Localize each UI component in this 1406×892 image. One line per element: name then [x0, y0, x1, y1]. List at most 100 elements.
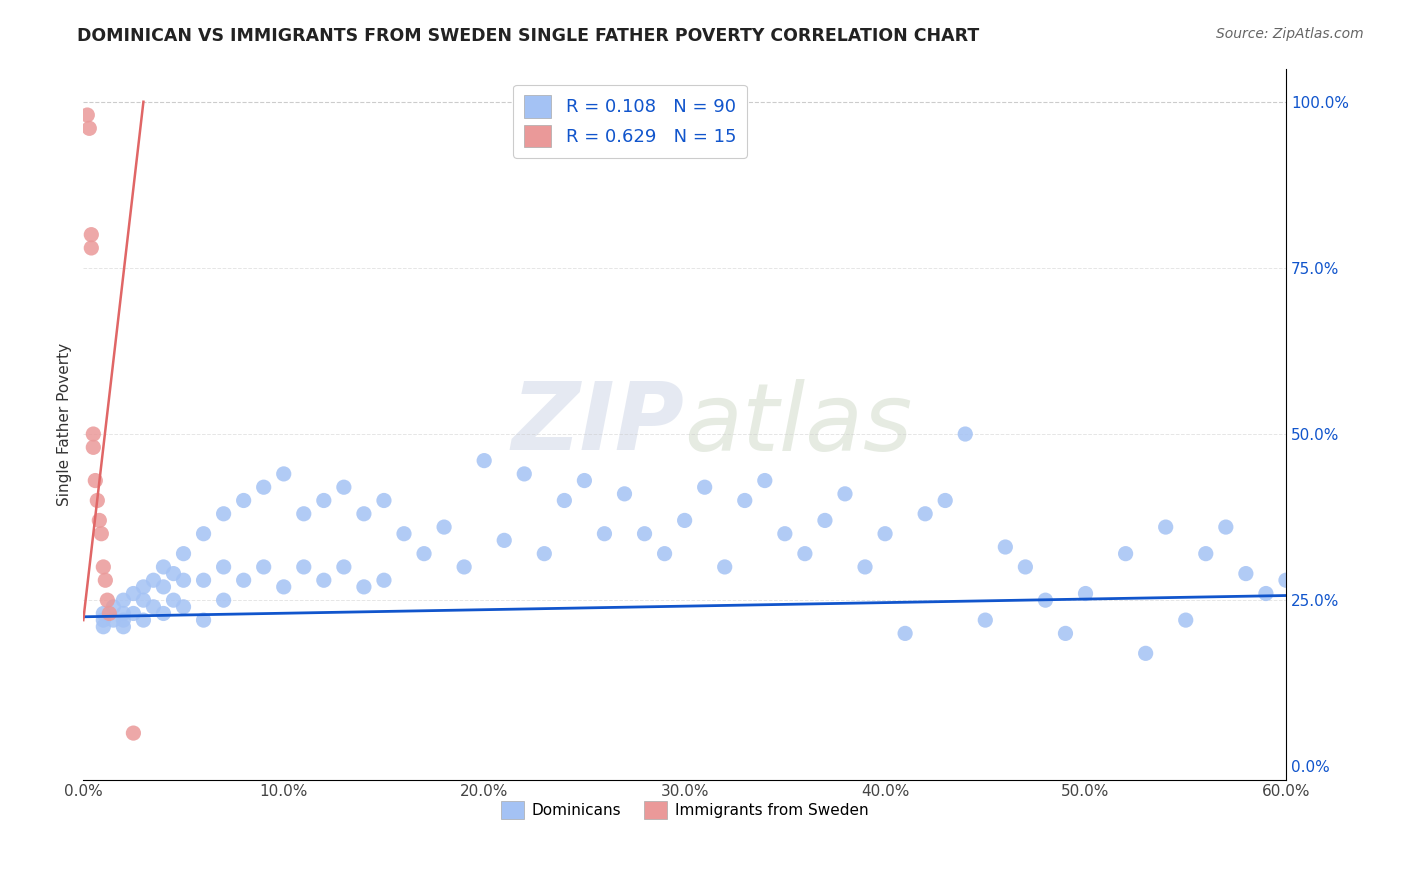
Point	[955, 427, 977, 442]
Point	[1054, 626, 1077, 640]
Point	[90, 526, 112, 541]
Point	[994, 540, 1017, 554]
Text: ZIP: ZIP	[512, 378, 685, 470]
Point	[974, 613, 997, 627]
Point	[773, 526, 796, 541]
Point	[593, 526, 616, 541]
Point	[212, 560, 235, 574]
Legend: Dominicans, Immigrants from Sweden: Dominicans, Immigrants from Sweden	[495, 795, 875, 825]
Point	[132, 580, 155, 594]
Point	[103, 599, 125, 614]
Point	[162, 566, 184, 581]
Point	[1014, 560, 1036, 574]
Point	[292, 560, 315, 574]
Point	[1174, 613, 1197, 627]
Point	[1074, 586, 1097, 600]
Point	[312, 493, 335, 508]
Point	[173, 573, 195, 587]
Point	[333, 480, 356, 494]
Point	[112, 607, 135, 621]
Point	[193, 526, 215, 541]
Text: atlas: atlas	[685, 378, 912, 469]
Point	[453, 560, 475, 574]
Point	[82, 440, 104, 454]
Point	[152, 607, 174, 621]
Point	[1254, 586, 1277, 600]
Point	[793, 547, 815, 561]
Point	[433, 520, 456, 534]
Point	[193, 613, 215, 627]
Point	[814, 513, 837, 527]
Point	[1115, 547, 1137, 561]
Text: Source: ZipAtlas.com: Source: ZipAtlas.com	[1216, 27, 1364, 41]
Point	[80, 241, 103, 255]
Point	[292, 507, 315, 521]
Point	[82, 427, 104, 442]
Point	[373, 573, 395, 587]
Point	[132, 613, 155, 627]
Point	[312, 573, 335, 587]
Point	[122, 607, 145, 621]
Point	[91, 613, 114, 627]
Point	[553, 493, 575, 508]
Point	[122, 726, 145, 740]
Point	[94, 573, 117, 587]
Point	[754, 474, 776, 488]
Point	[513, 467, 536, 481]
Point	[232, 493, 254, 508]
Point	[1035, 593, 1057, 607]
Point	[152, 580, 174, 594]
Point	[1215, 520, 1237, 534]
Point	[232, 573, 254, 587]
Point	[152, 560, 174, 574]
Point	[693, 480, 716, 494]
Point	[353, 580, 375, 594]
Point	[212, 593, 235, 607]
Point	[413, 547, 436, 561]
Point	[103, 613, 125, 627]
Point	[273, 467, 295, 481]
Point	[894, 626, 917, 640]
Point	[613, 487, 636, 501]
Point	[112, 593, 135, 607]
Point	[853, 560, 876, 574]
Point	[173, 547, 195, 561]
Point	[392, 526, 415, 541]
Point	[734, 493, 756, 508]
Point	[112, 620, 135, 634]
Point	[533, 547, 555, 561]
Point	[98, 607, 121, 621]
Point	[1135, 646, 1157, 660]
Point	[1195, 547, 1218, 561]
Point	[86, 493, 108, 508]
Point	[253, 480, 276, 494]
Point	[834, 487, 856, 501]
Point	[112, 613, 135, 627]
Point	[80, 227, 103, 242]
Point	[91, 607, 114, 621]
Point	[873, 526, 896, 541]
Point	[472, 453, 495, 467]
Point	[914, 507, 936, 521]
Text: DOMINICAN VS IMMIGRANTS FROM SWEDEN SINGLE FATHER POVERTY CORRELATION CHART: DOMINICAN VS IMMIGRANTS FROM SWEDEN SING…	[77, 27, 980, 45]
Y-axis label: Single Father Poverty: Single Father Poverty	[58, 343, 72, 506]
Point	[91, 560, 114, 574]
Point	[122, 586, 145, 600]
Point	[713, 560, 735, 574]
Point	[1154, 520, 1177, 534]
Point	[142, 573, 165, 587]
Point	[84, 474, 107, 488]
Point	[212, 507, 235, 521]
Point	[91, 620, 114, 634]
Point	[633, 526, 655, 541]
Point	[193, 573, 215, 587]
Point	[142, 599, 165, 614]
Point	[654, 547, 676, 561]
Point	[132, 593, 155, 607]
Point	[673, 513, 696, 527]
Point	[494, 533, 516, 548]
Point	[353, 507, 375, 521]
Point	[574, 474, 596, 488]
Point	[373, 493, 395, 508]
Point	[173, 599, 195, 614]
